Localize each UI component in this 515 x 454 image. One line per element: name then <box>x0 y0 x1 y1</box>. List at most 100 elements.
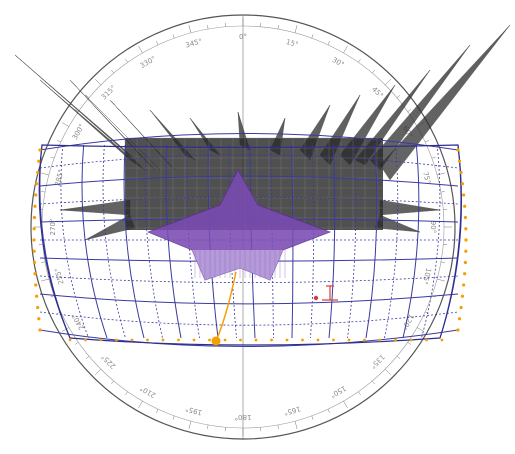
grid-row-line <box>39 154 459 169</box>
boundary-point <box>456 328 460 332</box>
angle-label: 165° <box>283 404 301 416</box>
tick-mark <box>111 380 114 385</box>
boundary-point <box>457 317 462 321</box>
boundary-point <box>32 238 36 242</box>
spike-line <box>375 225 421 233</box>
orange-point <box>211 336 221 346</box>
boundary-point <box>463 272 467 276</box>
grid-column-line <box>81 144 108 339</box>
tick-mark <box>41 278 49 282</box>
tick-mark <box>407 342 412 345</box>
boundary-point <box>462 193 466 197</box>
boundary-point <box>68 338 72 342</box>
tick-mark <box>440 261 445 263</box>
tick-mark <box>95 79 102 86</box>
tick-mark <box>138 45 143 54</box>
angle-label: 45° <box>370 85 384 99</box>
spike-line <box>59 207 131 211</box>
angle-label: 315° <box>100 84 118 102</box>
angle-label: 240° <box>71 313 86 332</box>
boundary-point <box>37 159 41 163</box>
angle-label: 270° <box>49 219 57 236</box>
spike-line <box>379 209 441 213</box>
boundary-point <box>409 338 413 342</box>
tick-mark <box>61 122 70 127</box>
tick-mark <box>188 421 192 429</box>
boundary-point <box>38 148 42 152</box>
boundary-point <box>456 148 460 152</box>
tick-mark <box>172 34 175 39</box>
spike-line <box>388 24 511 178</box>
boundary-point <box>316 338 320 342</box>
boundary-point <box>459 170 463 175</box>
grid-row-line <box>39 311 459 326</box>
boundary-point <box>36 170 40 175</box>
boundary-point <box>34 283 38 287</box>
boundary-point <box>378 338 382 342</box>
tick-mark <box>277 25 279 30</box>
tick-mark <box>57 140 61 143</box>
angle-label: 75° <box>421 171 432 185</box>
tick-mark <box>311 34 314 39</box>
tick-mark <box>294 421 298 429</box>
tick-mark <box>85 356 90 359</box>
angle-label: 105° <box>420 267 432 285</box>
tick-mark <box>277 424 279 429</box>
tick-mark <box>396 95 401 98</box>
tick-mark <box>440 191 445 193</box>
tick-mark <box>416 327 425 332</box>
boundary-point <box>32 260 37 265</box>
spike-line <box>14 54 138 163</box>
orange-boundary-points <box>32 148 468 342</box>
spike-line <box>374 44 471 166</box>
spike-line <box>59 209 131 213</box>
grid-column-line <box>102 144 126 339</box>
grid-column-line <box>402 144 420 339</box>
angle-label: 195° <box>185 404 203 416</box>
boundary-point <box>84 338 87 342</box>
tick-mark <box>425 311 429 314</box>
tick-mark <box>207 424 209 429</box>
tick-mark <box>85 95 90 98</box>
spike-line <box>379 202 441 211</box>
boundary-point <box>32 227 36 231</box>
tick-mark <box>172 415 175 420</box>
boundary-point <box>463 204 467 208</box>
tick-mark <box>125 58 128 63</box>
tick-mark <box>294 25 298 33</box>
orange-path <box>215 271 237 342</box>
grid-column-line <box>60 144 89 339</box>
spike-line <box>386 24 511 176</box>
tick-mark <box>372 380 375 385</box>
boundary-point <box>35 294 39 298</box>
boundary-point <box>35 182 39 186</box>
spike-line <box>84 221 133 241</box>
tick-mark <box>358 391 361 396</box>
boundary-point <box>464 249 468 253</box>
grid-column-line <box>165 144 182 339</box>
boundary-point <box>32 215 37 220</box>
spike-line <box>378 44 471 169</box>
tick-mark <box>437 172 445 176</box>
spike-line <box>384 24 511 173</box>
angle-label: 15° <box>285 38 299 49</box>
boundary-point <box>459 305 463 310</box>
boundary-point <box>99 338 103 342</box>
tick-mark <box>50 156 55 159</box>
angle-label: 30° <box>331 56 346 69</box>
angle-label: 135° <box>369 353 387 371</box>
tick-mark <box>138 400 143 409</box>
angle-label: 225° <box>100 353 118 371</box>
boundary-point <box>208 338 211 342</box>
spike-line <box>84 217 131 241</box>
tick-mark <box>188 25 192 33</box>
boundary-point <box>192 338 196 342</box>
angle-label: 210° <box>139 384 158 399</box>
spike-line <box>59 204 131 211</box>
boundary-point <box>332 338 335 342</box>
grid-row-line <box>39 329 459 347</box>
boundary-point <box>34 193 38 197</box>
tick-mark <box>95 368 102 375</box>
boundary-point <box>37 317 41 321</box>
